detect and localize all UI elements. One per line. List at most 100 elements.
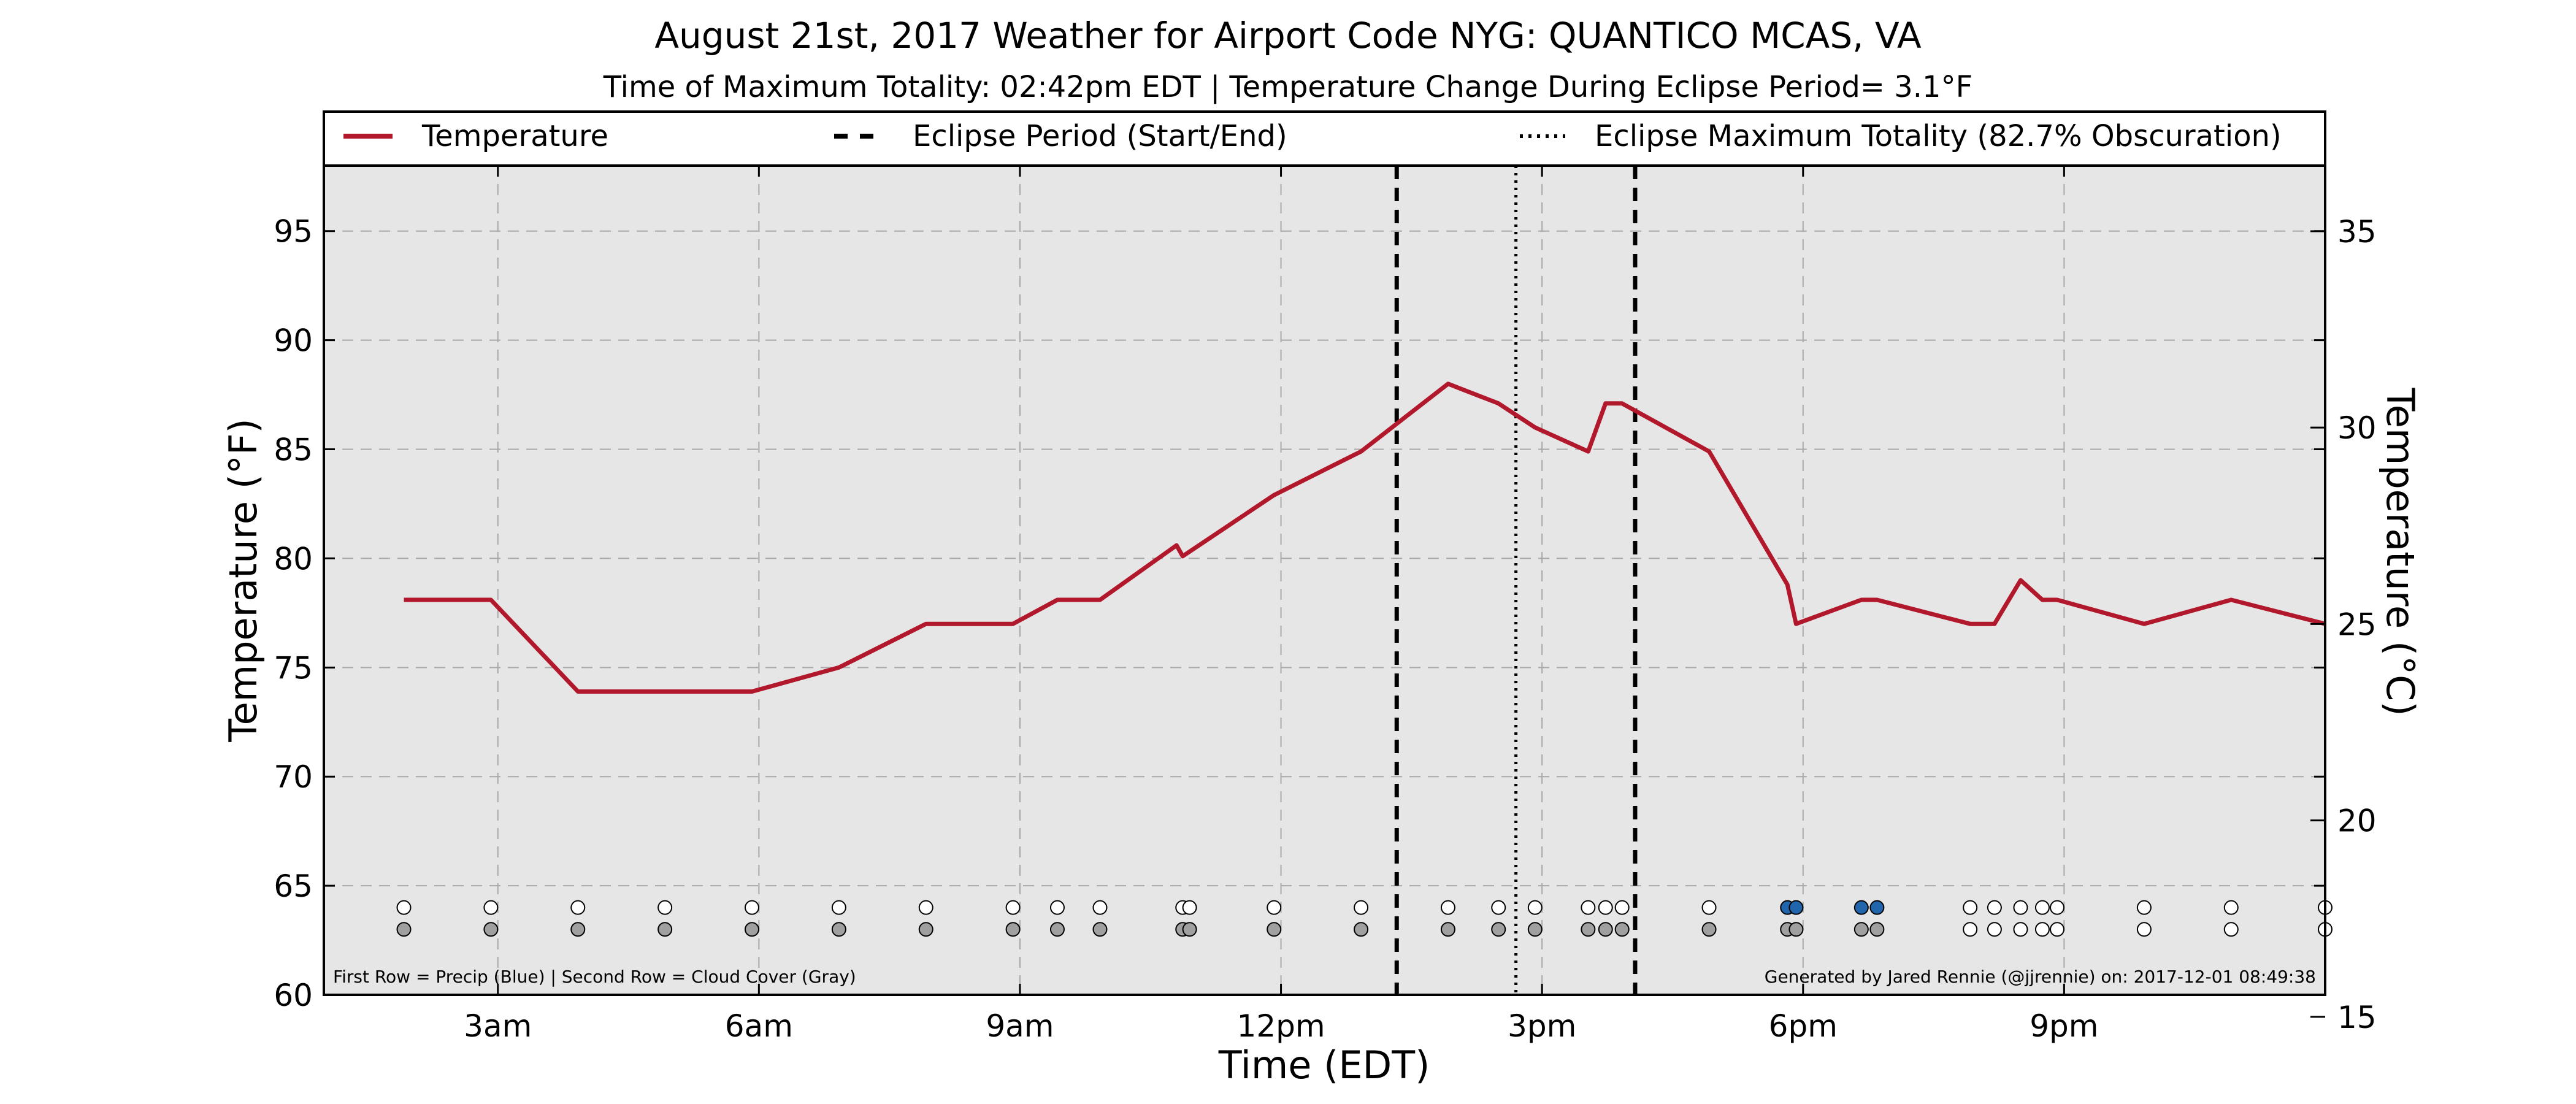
precip-marker [1853,900,1869,915]
cloud-cover-marker [2034,922,2050,937]
legend-temperature-label: Temperature [421,119,608,153]
y2-tick-label: 35 [2337,214,2377,250]
cloud-cover-marker [2050,922,2065,937]
precip-marker [1788,900,1804,915]
precip-marker [570,900,586,915]
cloud-cover-marker [2136,922,2152,937]
precip-marker [396,900,412,915]
temperature-series [404,381,2326,694]
x-tick-label: 3am [464,1008,532,1044]
cloud-cover-marker [1987,922,2002,937]
cloud-cover-marker [1267,922,1282,937]
cloud-cover-marker [1788,922,1804,937]
precip-marker [2136,900,2152,915]
y-tick-label: 75 [274,650,313,686]
precip-marker [1614,900,1630,915]
cloud-cover-marker [1440,922,1455,937]
precip-marker [1491,900,1506,915]
chart-subtitle: Time of Maximum Totality: 02:42pm EDT | … [603,70,1972,104]
precip-marker [918,900,933,915]
x-tick-label: 6am [725,1008,793,1044]
cloud-cover-marker [1581,922,1596,937]
cloud-cover-marker [1614,922,1630,937]
legend-max-totality-label: Eclipse Maximum Totality (82.7% Obscurat… [1595,119,2282,153]
precip-marker [483,900,499,915]
footnote-right: Generated by Jared Rennie (@jjrennie) on… [1765,967,2316,987]
precip-marker [2050,900,2065,915]
precip-marker [1581,900,1596,915]
chart-title: August 21st, 2017 Weather for Airport Co… [654,15,1922,56]
y2-axis-label: Temperature (°C) [2378,387,2423,716]
cloud-cover-marker [1701,922,1717,937]
cloud-cover-marker [483,922,499,937]
y2-tick-label: 20 [2337,803,2377,839]
cloud-cover-marker [1491,922,1506,937]
cloud-cover-marker [2013,922,2028,937]
precip-marker [1701,900,1717,915]
cloud-cover-marker [1963,922,1978,937]
cloud-cover-marker [1005,922,1021,937]
cloud-cover-marker [2223,922,2239,937]
cloud-cover-marker [1527,922,1543,937]
precip-marker [1598,900,1613,915]
cloud-cover-marker [1853,922,1869,937]
precip-marker [1049,900,1065,915]
y-tick-label: 85 [274,432,313,468]
y-tick-label: 60 [274,978,313,1013]
precip-marker [2013,900,2028,915]
cloud-cover-marker [1354,922,1369,937]
weather-marker-rows [396,900,2333,937]
plot-frame [323,164,2326,996]
cloud-cover-marker [744,922,759,937]
precip-marker [1354,900,1369,915]
x-tick-label: 12pm [1237,1008,1325,1044]
cloud-cover-marker [570,922,586,937]
y-tick-label: 95 [274,214,313,250]
y2-tick-label: 30 [2337,410,2377,446]
precip-marker [1987,900,2002,915]
y-tick-label: 90 [274,323,313,359]
cloud-cover-marker [1598,922,1613,937]
precip-marker [1005,900,1021,915]
footnote-left: First Row = Precip (Blue) | Second Row =… [333,967,856,987]
y-tick-label: 65 [274,868,313,904]
cloud-cover-marker [1092,922,1108,937]
x-axis-label: Time (EDT) [1218,1043,1430,1087]
axes: 60 65 70 75 80 85 90 95 3am 6am 9am 12pm 3pm 6pm 9pm 15… [274,166,2377,1044]
precip-marker [1527,900,1543,915]
cloud-cover-marker [918,922,933,937]
temperature-line [404,381,2326,694]
precip-marker [1963,900,1978,915]
y-tick-label: 80 [274,541,313,577]
cloud-cover-marker [396,922,412,937]
cloud-cover-marker [1049,922,1065,937]
plot-area [324,166,2325,995]
precip-marker [2034,900,2050,915]
cloud-cover-marker [1182,922,1197,937]
legend-box [323,110,2326,167]
y-axis-label: Temperature (°F) [221,418,266,742]
precip-marker [2223,900,2239,915]
grid-lines [324,166,2325,995]
cloud-cover-marker [657,922,673,937]
precip-marker [657,900,673,915]
legend-eclipse-period-label: Eclipse Period (Start/End) [913,119,1287,153]
x-tick-label: 9pm [2030,1008,2098,1044]
x-tick-label: 9am [986,1008,1054,1044]
cloud-cover-marker [1869,922,1885,937]
x-tick-label: 6pm [1769,1008,1838,1044]
precip-marker [744,900,759,915]
eclipse-markers [1394,166,1638,995]
precip-marker [1267,900,1282,915]
y2-tick-label: 15 [2337,1000,2377,1035]
precip-marker [1869,900,1885,915]
cloud-cover-marker [831,922,846,937]
precip-marker [1092,900,1108,915]
precip-marker [1182,900,1197,915]
y-tick-label: 70 [274,759,313,795]
precip-marker [831,900,846,915]
x-tick-label: 3pm [1508,1008,1576,1044]
precip-marker [1440,900,1455,915]
y2-tick-label: 25 [2337,607,2377,642]
